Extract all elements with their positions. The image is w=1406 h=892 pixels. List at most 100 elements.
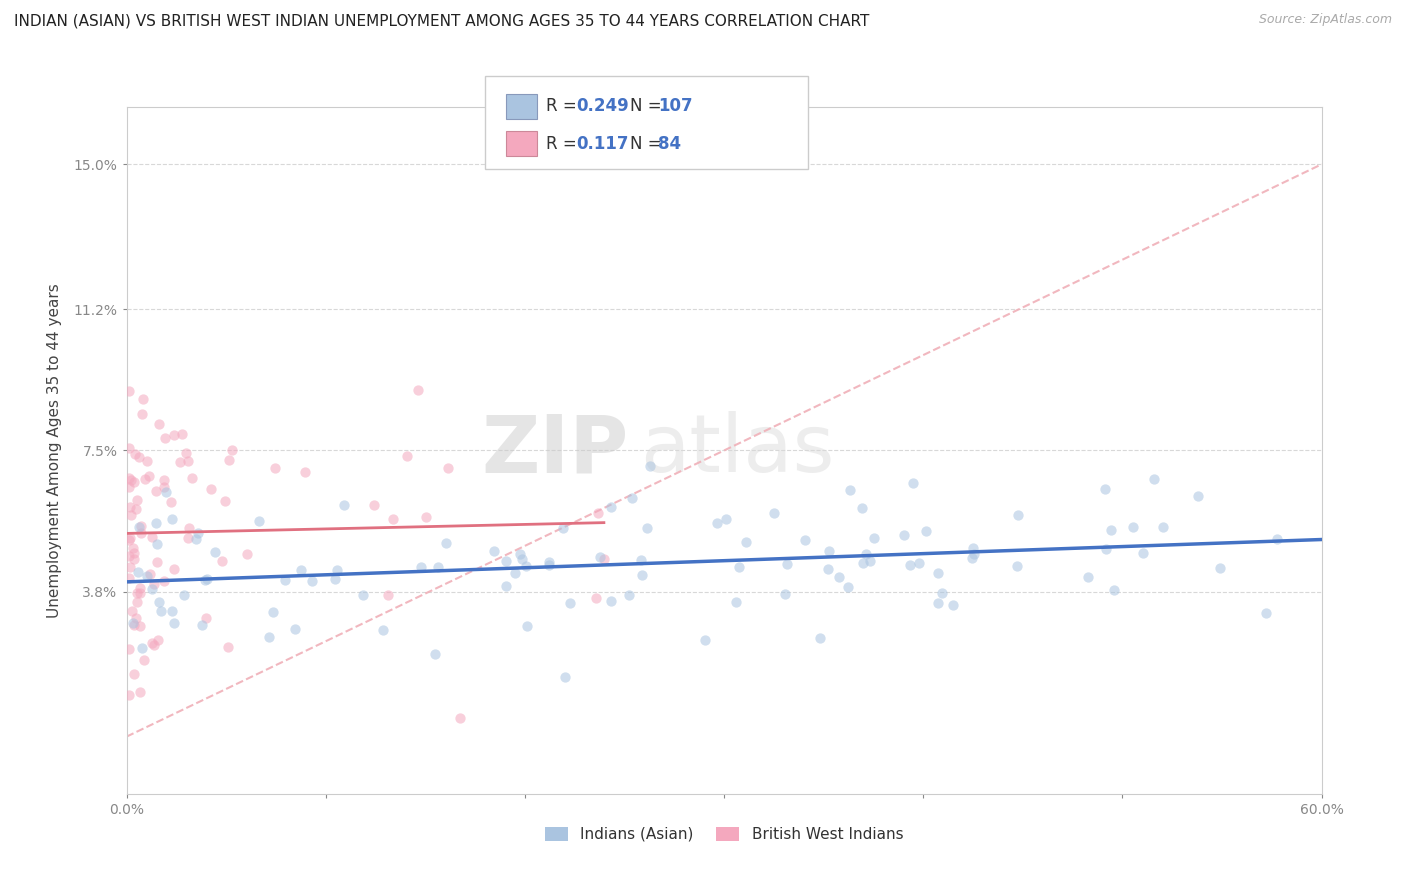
Point (120, 532, 142, 546)
Point (516, 619, 538, 633)
Point (817, 561, 839, 575)
Point (1265, 532, 1288, 546)
Point (1187, 489, 1209, 503)
Point (117, 384, 139, 398)
Point (142, 638, 165, 652)
Text: 107: 107 (658, 97, 693, 115)
Text: N =: N = (630, 135, 666, 153)
Point (1095, 541, 1118, 556)
Point (942, 599, 965, 613)
Point (117, 642, 139, 657)
Point (128, 581, 150, 595)
Point (214, 494, 236, 508)
Point (129, 586, 152, 600)
Point (193, 574, 215, 588)
Point (931, 586, 953, 600)
Point (423, 648, 446, 662)
Point (600, 593, 623, 607)
Point (141, 582, 163, 596)
Point (585, 591, 607, 605)
Point (427, 560, 450, 574)
Point (145, 555, 167, 569)
Point (482, 543, 505, 558)
Point (863, 532, 886, 546)
Point (136, 454, 159, 468)
Point (132, 653, 155, 667)
Point (153, 574, 176, 588)
Point (381, 512, 404, 526)
Point (125, 502, 148, 516)
Point (172, 426, 194, 441)
Point (200, 482, 222, 496)
Point (128, 520, 150, 534)
Point (264, 461, 287, 475)
Point (510, 552, 533, 566)
Point (247, 514, 270, 528)
Point (617, 588, 640, 602)
Point (142, 576, 165, 591)
Point (122, 552, 145, 566)
Point (927, 566, 949, 580)
Point (434, 535, 457, 549)
Point (204, 545, 226, 559)
Point (153, 431, 176, 445)
Point (409, 560, 432, 574)
Point (1152, 520, 1174, 534)
Point (1007, 508, 1029, 523)
Point (620, 491, 643, 505)
Point (127, 585, 149, 599)
Point (960, 551, 983, 566)
Point (724, 594, 747, 608)
Point (537, 555, 560, 569)
Point (808, 631, 831, 645)
Point (859, 554, 882, 568)
Point (134, 472, 156, 486)
Point (163, 428, 186, 442)
Point (734, 535, 756, 549)
Point (515, 558, 537, 573)
Point (262, 605, 284, 619)
Point (1094, 483, 1116, 497)
Text: INDIAN (ASIAN) VS BRITISH WEST INDIAN UNEMPLOYMENT AMONG AGES 35 TO 44 YEARS COR: INDIAN (ASIAN) VS BRITISH WEST INDIAN UN… (14, 13, 869, 29)
Point (152, 473, 174, 487)
Point (148, 417, 170, 432)
Point (236, 547, 259, 561)
Point (117, 441, 139, 455)
Point (138, 469, 160, 483)
Point (908, 557, 931, 571)
Point (160, 604, 183, 618)
Point (553, 521, 575, 535)
Point (776, 557, 799, 571)
Point (129, 526, 152, 541)
Point (177, 454, 200, 468)
Point (121, 604, 143, 618)
Point (124, 546, 146, 560)
Point (503, 566, 526, 581)
Point (509, 547, 531, 561)
Point (127, 493, 149, 508)
Point (636, 520, 658, 534)
Point (117, 688, 139, 702)
Point (217, 640, 239, 654)
Text: Source: ZipAtlas.com: Source: ZipAtlas.com (1258, 13, 1392, 27)
Point (415, 509, 437, 524)
Point (495, 554, 517, 568)
Point (963, 547, 986, 561)
Point (131, 641, 153, 656)
Point (180, 471, 202, 485)
Point (1208, 561, 1230, 575)
Point (1143, 473, 1166, 487)
Point (828, 569, 851, 583)
Point (638, 458, 661, 473)
Point (294, 466, 316, 480)
Point (121, 616, 143, 631)
Point (763, 506, 786, 520)
Point (148, 595, 170, 609)
Legend: Indians (Asian), British West Indians: Indians (Asian), British West Indians (538, 821, 910, 848)
Point (363, 499, 385, 513)
Text: 84: 84 (658, 135, 681, 153)
Point (184, 532, 207, 546)
Point (893, 528, 915, 542)
Point (395, 449, 418, 463)
Point (273, 573, 295, 587)
